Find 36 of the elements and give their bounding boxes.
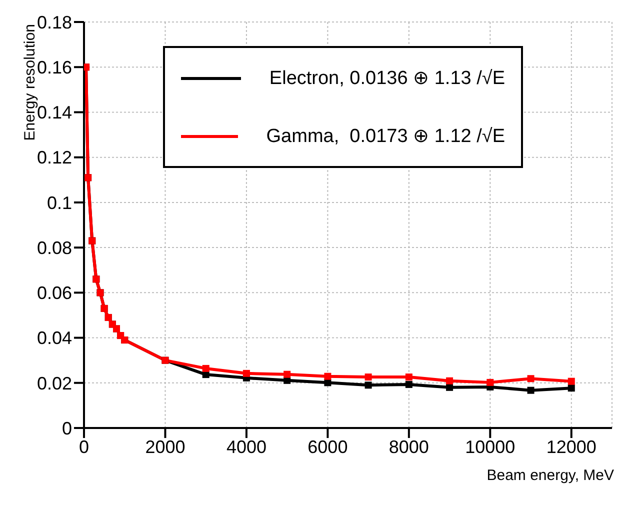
y-tick-label: 0.12 [36, 148, 72, 168]
point [242, 370, 250, 377]
legend-label: Electron, 0.0136 ⊕ 1.13 /√E [269, 67, 505, 90]
legend-label: Gamma, 0.0173 ⊕ 1.12 /√E [266, 125, 505, 148]
x-tick-label: 0 [78, 436, 90, 457]
point [486, 378, 494, 386]
x-tick-label: 12000 [546, 436, 596, 457]
point [202, 364, 210, 372]
point [568, 378, 575, 385]
x-tick-label: 4000 [226, 436, 266, 457]
point [527, 386, 534, 394]
y-tick-label: 0.1 [46, 192, 72, 213]
point [527, 375, 534, 382]
point [446, 377, 454, 384]
y-tick-label: 0.08 [36, 238, 72, 258]
x-tick-label: 8000 [388, 436, 429, 457]
y-tick-label: 0.16 [36, 58, 72, 78]
x-tick-label: 2000 [145, 436, 186, 457]
y-tick-label: 0.14 [36, 102, 72, 123]
x-tick-label: 10000 [465, 436, 516, 457]
y-tick-label: 0.02 [36, 373, 72, 394]
point [405, 374, 412, 381]
point [568, 384, 575, 392]
y-axis-title: Energy resolution [21, 24, 38, 141]
x-tick-label: 6000 [308, 436, 348, 457]
y-tick-label: 0.18 [36, 12, 72, 32]
point [324, 372, 332, 380]
point [446, 384, 454, 391]
y-tick-label: 0.04 [36, 328, 72, 348]
point [284, 370, 291, 378]
y-tick-label: 0.06 [36, 283, 72, 304]
point [364, 374, 372, 381]
point [364, 382, 372, 389]
x-axis-title: Beam energy, MeV [486, 467, 614, 484]
y-tick-label: 0 [62, 418, 72, 438]
point [405, 380, 412, 388]
